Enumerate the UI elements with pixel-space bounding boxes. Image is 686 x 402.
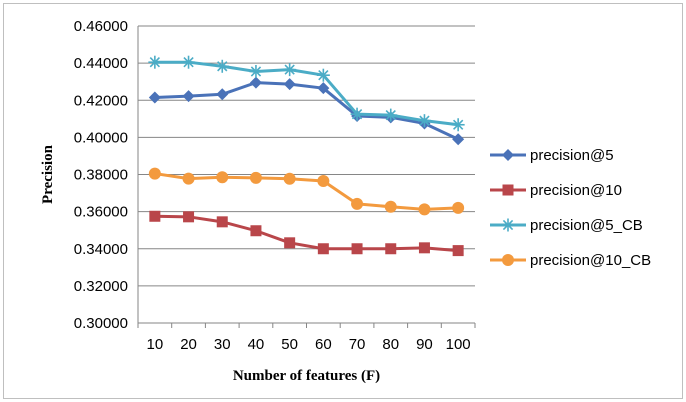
data-point [317, 243, 329, 255]
data-point [148, 55, 162, 69]
data-point [249, 171, 262, 184]
x-tick-label: 40 [248, 336, 265, 353]
data-point [182, 172, 195, 185]
series [148, 55, 465, 257]
data-point [215, 59, 229, 73]
data-point [283, 63, 297, 77]
data-point [183, 211, 195, 223]
x-tick-label: 90 [416, 336, 433, 353]
legend-item: precision@5 [490, 147, 614, 164]
legend-marker [502, 149, 514, 161]
y-tick-labels: 0.30000 0.32000 0.34000 0.36000 0.38000 0.400… [74, 18, 128, 332]
y-tick-label: 0.30000 [74, 315, 128, 332]
series-0 [148, 76, 465, 146]
x-axis-title: Number of features (F) [233, 368, 380, 384]
data-point [351, 243, 363, 255]
x-tick-labels: 10 20 30 40 50 60 70 80 90 100 [137, 323, 476, 353]
y-tick-label: 0.36000 [74, 204, 128, 221]
x-tick-label: 10 [147, 336, 164, 353]
data-point [182, 90, 195, 103]
data-point [350, 107, 364, 121]
data-point [283, 78, 296, 91]
y-tick-label: 0.46000 [74, 18, 128, 35]
x-tick-label: 60 [315, 336, 332, 353]
series-line [154, 172, 459, 211]
series-line [154, 214, 459, 253]
data-point [182, 55, 196, 69]
chart-frame [3, 3, 683, 399]
series-line [154, 81, 459, 141]
legend-item: precision@10 [490, 182, 622, 199]
series-3 [148, 167, 465, 216]
series-2 [148, 55, 465, 132]
data-point [417, 114, 431, 128]
data-point [418, 242, 430, 254]
legend-label: precision@10 [530, 182, 622, 199]
data-point [216, 216, 228, 228]
data-point [250, 225, 262, 237]
data-point [148, 91, 161, 104]
y-tick-label: 0.44000 [74, 55, 128, 72]
y-tick-label: 0.34000 [74, 241, 128, 258]
legend-marker [501, 218, 515, 232]
y-tick-label: 0.42000 [74, 92, 128, 109]
data-point [316, 68, 330, 82]
data-point [385, 243, 397, 255]
data-point [452, 201, 465, 214]
data-point [149, 210, 161, 222]
series-line [154, 60, 459, 127]
legend: precision@5 precision@10 precision@5_CBpre… [490, 147, 651, 269]
x-tick-label: 70 [349, 336, 366, 353]
x-tick-label: 20 [180, 336, 197, 353]
data-point [384, 108, 398, 122]
data-point [283, 172, 296, 185]
legend-label: precision@10_CB [530, 252, 651, 269]
data-point [317, 174, 330, 187]
legend-item: precision@10_CB [490, 252, 651, 269]
x-tick-label: 100 [446, 336, 471, 353]
x-tick-label: 50 [281, 336, 298, 353]
y-tick-label: 0.40000 [74, 129, 128, 146]
data-point [317, 82, 330, 95]
legend-marker [502, 254, 514, 266]
legend-marker [502, 184, 514, 196]
legend-label: precision@5 [530, 147, 614, 164]
legend-label: precision@5_CB [530, 217, 643, 234]
y-tick-label: 0.32000 [74, 278, 128, 295]
x-tick-label: 30 [214, 336, 231, 353]
x-tick-label: 80 [382, 336, 399, 353]
data-point [148, 167, 161, 180]
data-point [284, 237, 296, 249]
data-point [451, 118, 465, 132]
data-point [452, 245, 464, 257]
y-tick-label: 0.38000 [74, 167, 128, 184]
data-point [249, 64, 263, 78]
data-point [418, 203, 431, 216]
data-point [351, 197, 364, 210]
data-point [452, 133, 465, 146]
data-point [216, 171, 229, 184]
series-1 [149, 210, 464, 257]
data-point [384, 200, 397, 213]
data-point [216, 88, 229, 101]
data-point [249, 76, 262, 89]
legend-item: precision@5_CB [490, 217, 643, 234]
y-axis-title: Precision [40, 144, 56, 204]
